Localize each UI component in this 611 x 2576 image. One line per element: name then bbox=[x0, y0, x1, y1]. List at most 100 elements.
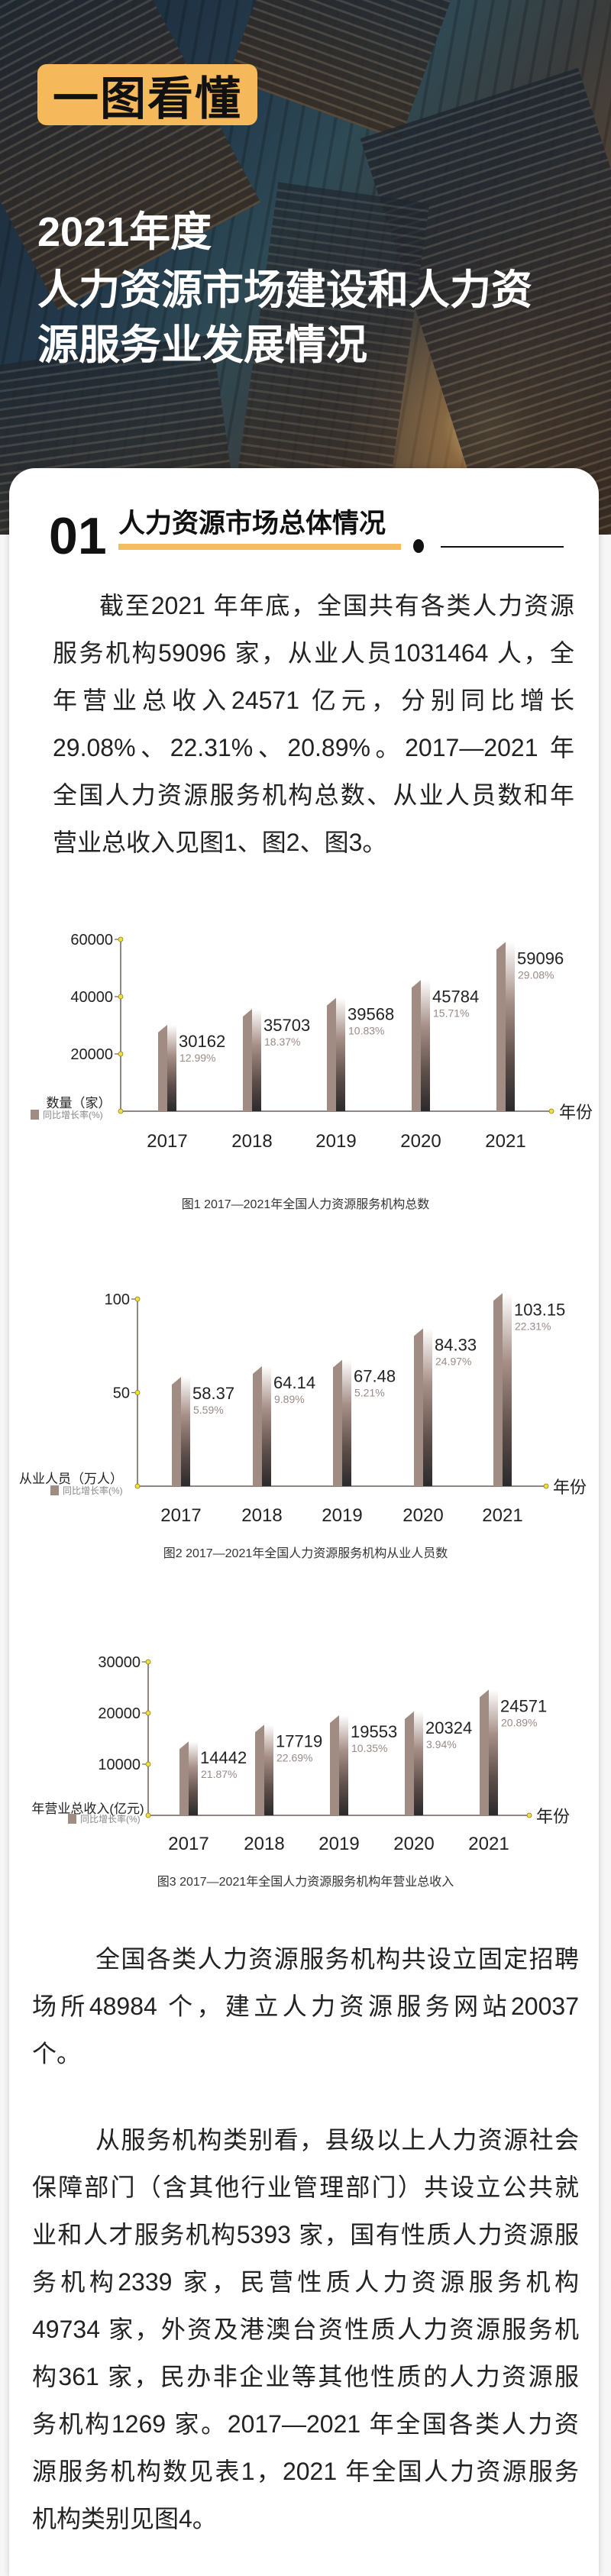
section-line-decoration bbox=[441, 546, 564, 548]
y-tick-dot bbox=[118, 936, 124, 942]
text-line: 构361 家，民办非企业等其他性质的人力资源服 bbox=[32, 2363, 579, 2390]
text-line: 年营业总收入24571 亿元，分别同比增长 bbox=[53, 687, 574, 714]
text-line: 业和人才服务机构5393 家，国有性质人力资源服 bbox=[32, 2221, 579, 2248]
legend-swatch bbox=[50, 1485, 59, 1495]
figure-2-caption: 图2 2017—2021年全国人力资源服务机构从业人员数 bbox=[163, 1547, 448, 1560]
axis-origin-dot bbox=[145, 1812, 151, 1818]
bar-value-label: 67.48 bbox=[354, 1367, 396, 1386]
figure-1-caption: 图1 2017—2021年全国人力资源服务机构总数 bbox=[181, 1198, 430, 1211]
bar-right-face bbox=[342, 1359, 351, 1486]
y-tick-label: 20000 bbox=[98, 1705, 141, 1722]
text-line: 机构类别见图4。 bbox=[32, 2505, 217, 2532]
bar-left-face bbox=[496, 942, 506, 1111]
bar-value-label: 45784 bbox=[432, 987, 479, 1006]
bar-value-label: 84.33 bbox=[435, 1335, 477, 1354]
content-card bbox=[9, 468, 599, 2576]
bar-growth-label: 10.83% bbox=[348, 1025, 384, 1037]
y-tick-dot bbox=[118, 994, 124, 1000]
bar-left-face bbox=[330, 1715, 339, 1815]
section-number: 01 bbox=[49, 507, 107, 565]
text-line: 从服务机构类别看，县级以上人力资源社会 bbox=[95, 2126, 579, 2154]
bar-right-face bbox=[252, 1009, 261, 1111]
x-tick-label: 2020 bbox=[402, 1505, 443, 1526]
x-tick-label: 2018 bbox=[231, 1131, 272, 1152]
bar-right-face bbox=[423, 1328, 432, 1486]
bar-left-face bbox=[327, 997, 336, 1111]
bar-growth-label: 24.97% bbox=[435, 1355, 471, 1367]
x-tick-label: 2019 bbox=[318, 1834, 359, 1854]
text-line: 营业总收入见图1、图2、图3。 bbox=[53, 829, 387, 856]
bar-right-face bbox=[167, 1024, 176, 1111]
y-axis-label: 年营业总收入(亿元) bbox=[31, 1802, 144, 1816]
bar-right-face bbox=[414, 1711, 423, 1815]
bar-value-label: 103.15 bbox=[514, 1300, 565, 1319]
x-axis-label: 年份 bbox=[536, 1807, 570, 1826]
bar-value-label: 39568 bbox=[348, 1005, 394, 1024]
legend-swatch bbox=[68, 1814, 76, 1824]
text-line: 截至2021 年年底，全国共有各类人力资源 bbox=[99, 592, 574, 619]
bar-growth-label: 15.71% bbox=[433, 1007, 469, 1019]
bar-growth-label: 21.87% bbox=[201, 1768, 237, 1780]
bar-growth-label: 22.31% bbox=[515, 1320, 551, 1332]
y-axis-label: 数量（家） bbox=[47, 1096, 112, 1110]
bar-growth-label: 18.37% bbox=[264, 1036, 300, 1048]
bar-growth-label: 20.89% bbox=[501, 1716, 537, 1728]
text-line: 全国各类人力资源服务机构共设立固定招聘 bbox=[95, 1945, 579, 1973]
bar-left-face bbox=[333, 1359, 342, 1486]
y-tick-label: 10000 bbox=[98, 1757, 141, 1773]
y-axis-label: 从业人员（万人） bbox=[19, 1472, 123, 1486]
bar-growth-label: 3.94% bbox=[426, 1738, 457, 1750]
badge-one-picture: 一图看懂 bbox=[37, 64, 257, 125]
x-tick-label: 2018 bbox=[241, 1505, 282, 1526]
text-line: 49734 家，外资及港澳台资性质人力资源服务机 bbox=[32, 2316, 579, 2343]
text-line: 服务机构59096 家，从业人员1031464 人，全 bbox=[53, 639, 574, 667]
x-tick-label: 2017 bbox=[160, 1505, 201, 1526]
bar-growth-label: 12.99% bbox=[179, 1052, 215, 1064]
bar-left-face bbox=[243, 1009, 252, 1111]
text-line: 场所48984 个，建立人力资源服务网站20037 bbox=[32, 1993, 579, 2020]
bar-left-face bbox=[405, 1711, 414, 1815]
bar-value-label: 58.37 bbox=[192, 1384, 234, 1403]
bar-right-face bbox=[421, 980, 430, 1111]
legend-swatch bbox=[31, 1110, 39, 1120]
bar-growth-label: 9.89% bbox=[274, 1393, 305, 1405]
bar-right-face bbox=[503, 1293, 512, 1486]
y-tick-dot bbox=[134, 1296, 141, 1302]
bar-growth-label: 10.35% bbox=[351, 1742, 387, 1754]
text-line: 保障部门（含其他行业管理部门）共设立公共就 bbox=[32, 2174, 579, 2201]
y-tick-label: 100 bbox=[105, 1291, 130, 1308]
bar-value-label: 30162 bbox=[179, 1032, 225, 1051]
bar-value-label: 14442 bbox=[200, 1748, 247, 1767]
bar-left-face bbox=[158, 1024, 167, 1111]
x-tick-label: 2020 bbox=[393, 1834, 434, 1854]
bar-growth-label: 29.08% bbox=[518, 968, 554, 981]
axis-end-dot bbox=[543, 1483, 549, 1489]
y-tick-label: 60000 bbox=[70, 932, 113, 949]
axis-origin-dot bbox=[118, 1108, 124, 1114]
x-tick-label: 2019 bbox=[315, 1131, 356, 1152]
bar-value-label: 35703 bbox=[263, 1016, 310, 1035]
section-title: 人力资源市场总体情况 bbox=[118, 509, 386, 538]
text-line: 务机构1269 家。2017—2021 年全国各类人力资 bbox=[32, 2410, 579, 2438]
bar-value-label: 17719 bbox=[276, 1731, 322, 1750]
bar-growth-label: 22.69% bbox=[276, 1751, 312, 1763]
bar-left-face bbox=[414, 1328, 423, 1486]
bar-left-face bbox=[172, 1376, 181, 1486]
legend-label: 同比增长率(%) bbox=[80, 1813, 141, 1825]
x-tick-label: 2021 bbox=[485, 1131, 525, 1152]
x-tick-label: 2021 bbox=[482, 1505, 522, 1526]
bar-right-face bbox=[339, 1715, 348, 1815]
paragraph-categories: 从服务机构类别看，县级以上人力资源社会 保障部门（含其他行业管理部门）共设立公共… bbox=[32, 2116, 579, 2542]
y-tick-label: 30000 bbox=[98, 1654, 141, 1671]
paragraph-overview: 截至2021 年年底，全国共有各类人力资源 服务机构59096 家，从业人员10… bbox=[53, 582, 574, 866]
bar-value-label: 19553 bbox=[351, 1722, 397, 1741]
text-line: 个。 bbox=[32, 2040, 82, 2067]
bar-right-face bbox=[506, 942, 515, 1111]
hero-title-line: 源服务业发展情况 bbox=[37, 322, 367, 368]
y-tick-dot bbox=[134, 1390, 141, 1395]
axis-end-dot bbox=[548, 1108, 554, 1114]
y-tick-dot bbox=[145, 1761, 151, 1767]
bar-left-face bbox=[253, 1366, 262, 1486]
bar-left-face bbox=[179, 1741, 189, 1815]
